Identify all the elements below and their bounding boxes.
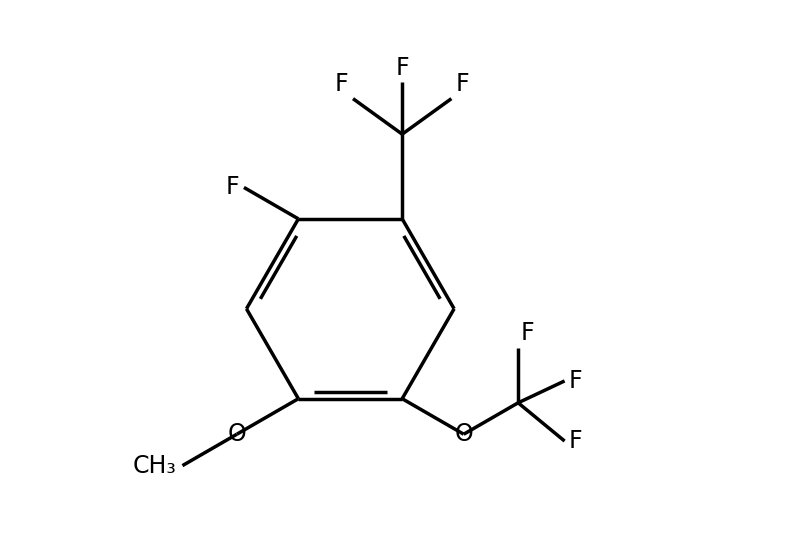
Text: O: O xyxy=(228,422,246,446)
Text: F: F xyxy=(396,56,409,79)
Text: F: F xyxy=(521,321,534,346)
Text: F: F xyxy=(569,369,582,393)
Text: O: O xyxy=(455,422,473,446)
Text: F: F xyxy=(335,72,348,97)
Text: F: F xyxy=(226,176,240,199)
Text: F: F xyxy=(569,429,582,453)
Text: F: F xyxy=(455,72,470,97)
Text: CH₃: CH₃ xyxy=(133,454,177,477)
